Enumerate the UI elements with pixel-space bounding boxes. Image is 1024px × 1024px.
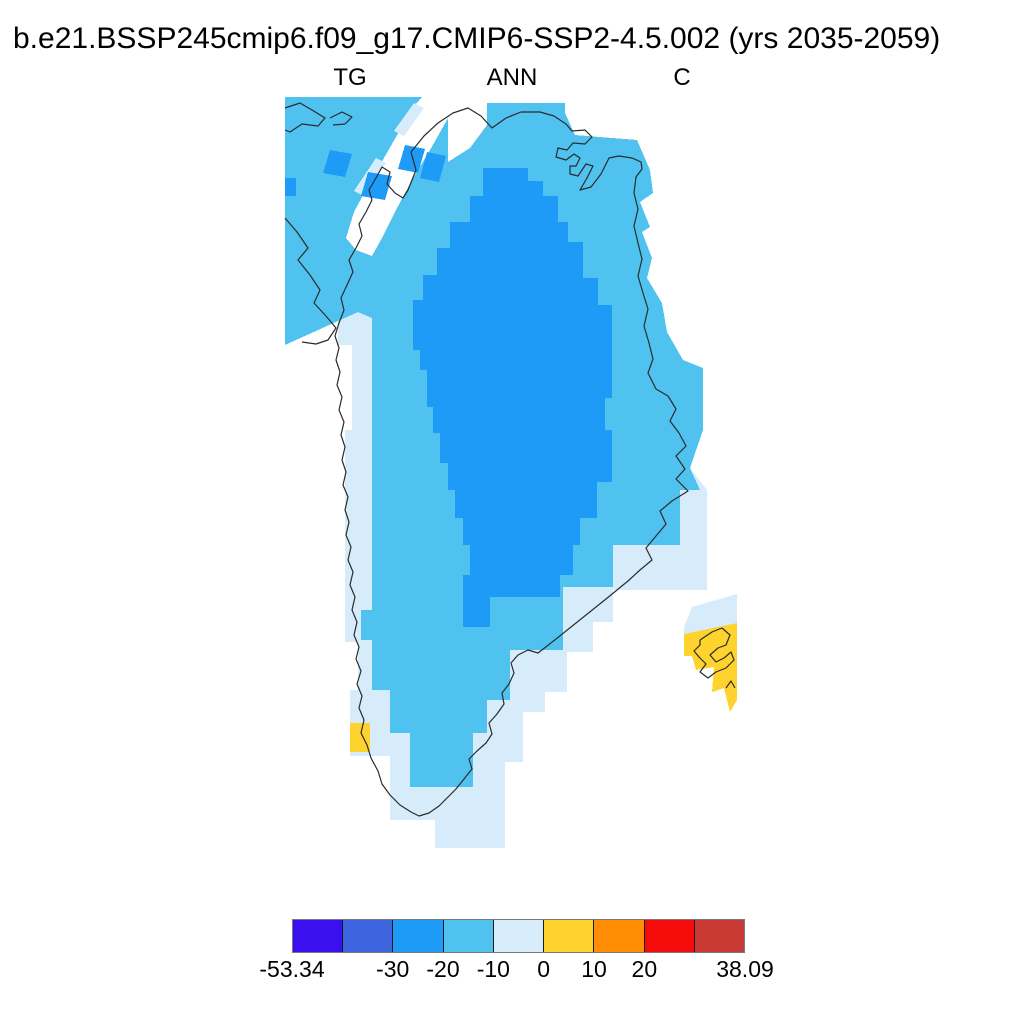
greenland-dark-cell-nw-3 bbox=[361, 172, 392, 200]
greenland-dark-cell-nw-1 bbox=[398, 145, 425, 173]
colorbar-tick-38.09: 38.09 bbox=[716, 956, 774, 982]
colorbar-segment-3 bbox=[443, 920, 494, 952]
ellesmere-coast-a bbox=[284, 102, 326, 133]
greenland-coast bbox=[334, 107, 689, 817]
colorbar bbox=[292, 919, 745, 953]
colorbar-tick-labels: -53.34 -30 -20 -10 0 10 20 38.09 bbox=[0, 956, 1024, 986]
colorbar-segment-7 bbox=[644, 920, 695, 952]
iceland-islet bbox=[725, 680, 736, 689]
colorbar-segment-5 bbox=[544, 920, 595, 952]
colorbar-segment-6 bbox=[594, 920, 645, 952]
greenland-dark-cell-nw-2 bbox=[420, 152, 446, 182]
canada-pale-sliver-upper bbox=[394, 103, 424, 136]
iceland-coast bbox=[693, 627, 735, 679]
ellesmere-coast-b bbox=[329, 111, 353, 126]
units-label: C bbox=[673, 64, 691, 91]
colorbar-segment-2 bbox=[393, 920, 444, 952]
canada-dark-cell-west bbox=[285, 178, 296, 196]
canada-dark-cell-strait bbox=[323, 150, 352, 177]
colorbar-tick--10: -10 bbox=[476, 956, 510, 982]
colorbar-tick--20: -20 bbox=[426, 956, 460, 982]
colorbar-tick--30: -30 bbox=[376, 956, 410, 982]
colorbar-segment-0 bbox=[293, 920, 344, 952]
colorbar-segment-8 bbox=[694, 920, 744, 952]
variable-label: TG bbox=[333, 64, 367, 91]
colorbar-segment-1 bbox=[343, 920, 394, 952]
greenland-interior-ice-sheet bbox=[413, 168, 612, 627]
colorbar-tick-20: 20 bbox=[631, 956, 658, 982]
season-label: ANN bbox=[486, 64, 538, 91]
west-fringe-sky-cell bbox=[361, 610, 374, 640]
colorbar-tick-10: 10 bbox=[581, 956, 607, 982]
iceland-pale-cell bbox=[684, 594, 737, 634]
plot-title: b.e21.BSSP245cmip6.f09_g17.CMIP6-SSP2-4.… bbox=[13, 22, 941, 55]
nares-strait-water bbox=[346, 95, 448, 256]
southwest-warm-cell bbox=[350, 723, 370, 752]
colorbar-tick--53.34: -53.34 bbox=[259, 956, 325, 982]
canada-coast-south bbox=[284, 217, 337, 345]
colorbar-segment-4 bbox=[493, 920, 545, 952]
colorbar-tick-0: 0 bbox=[537, 956, 551, 982]
